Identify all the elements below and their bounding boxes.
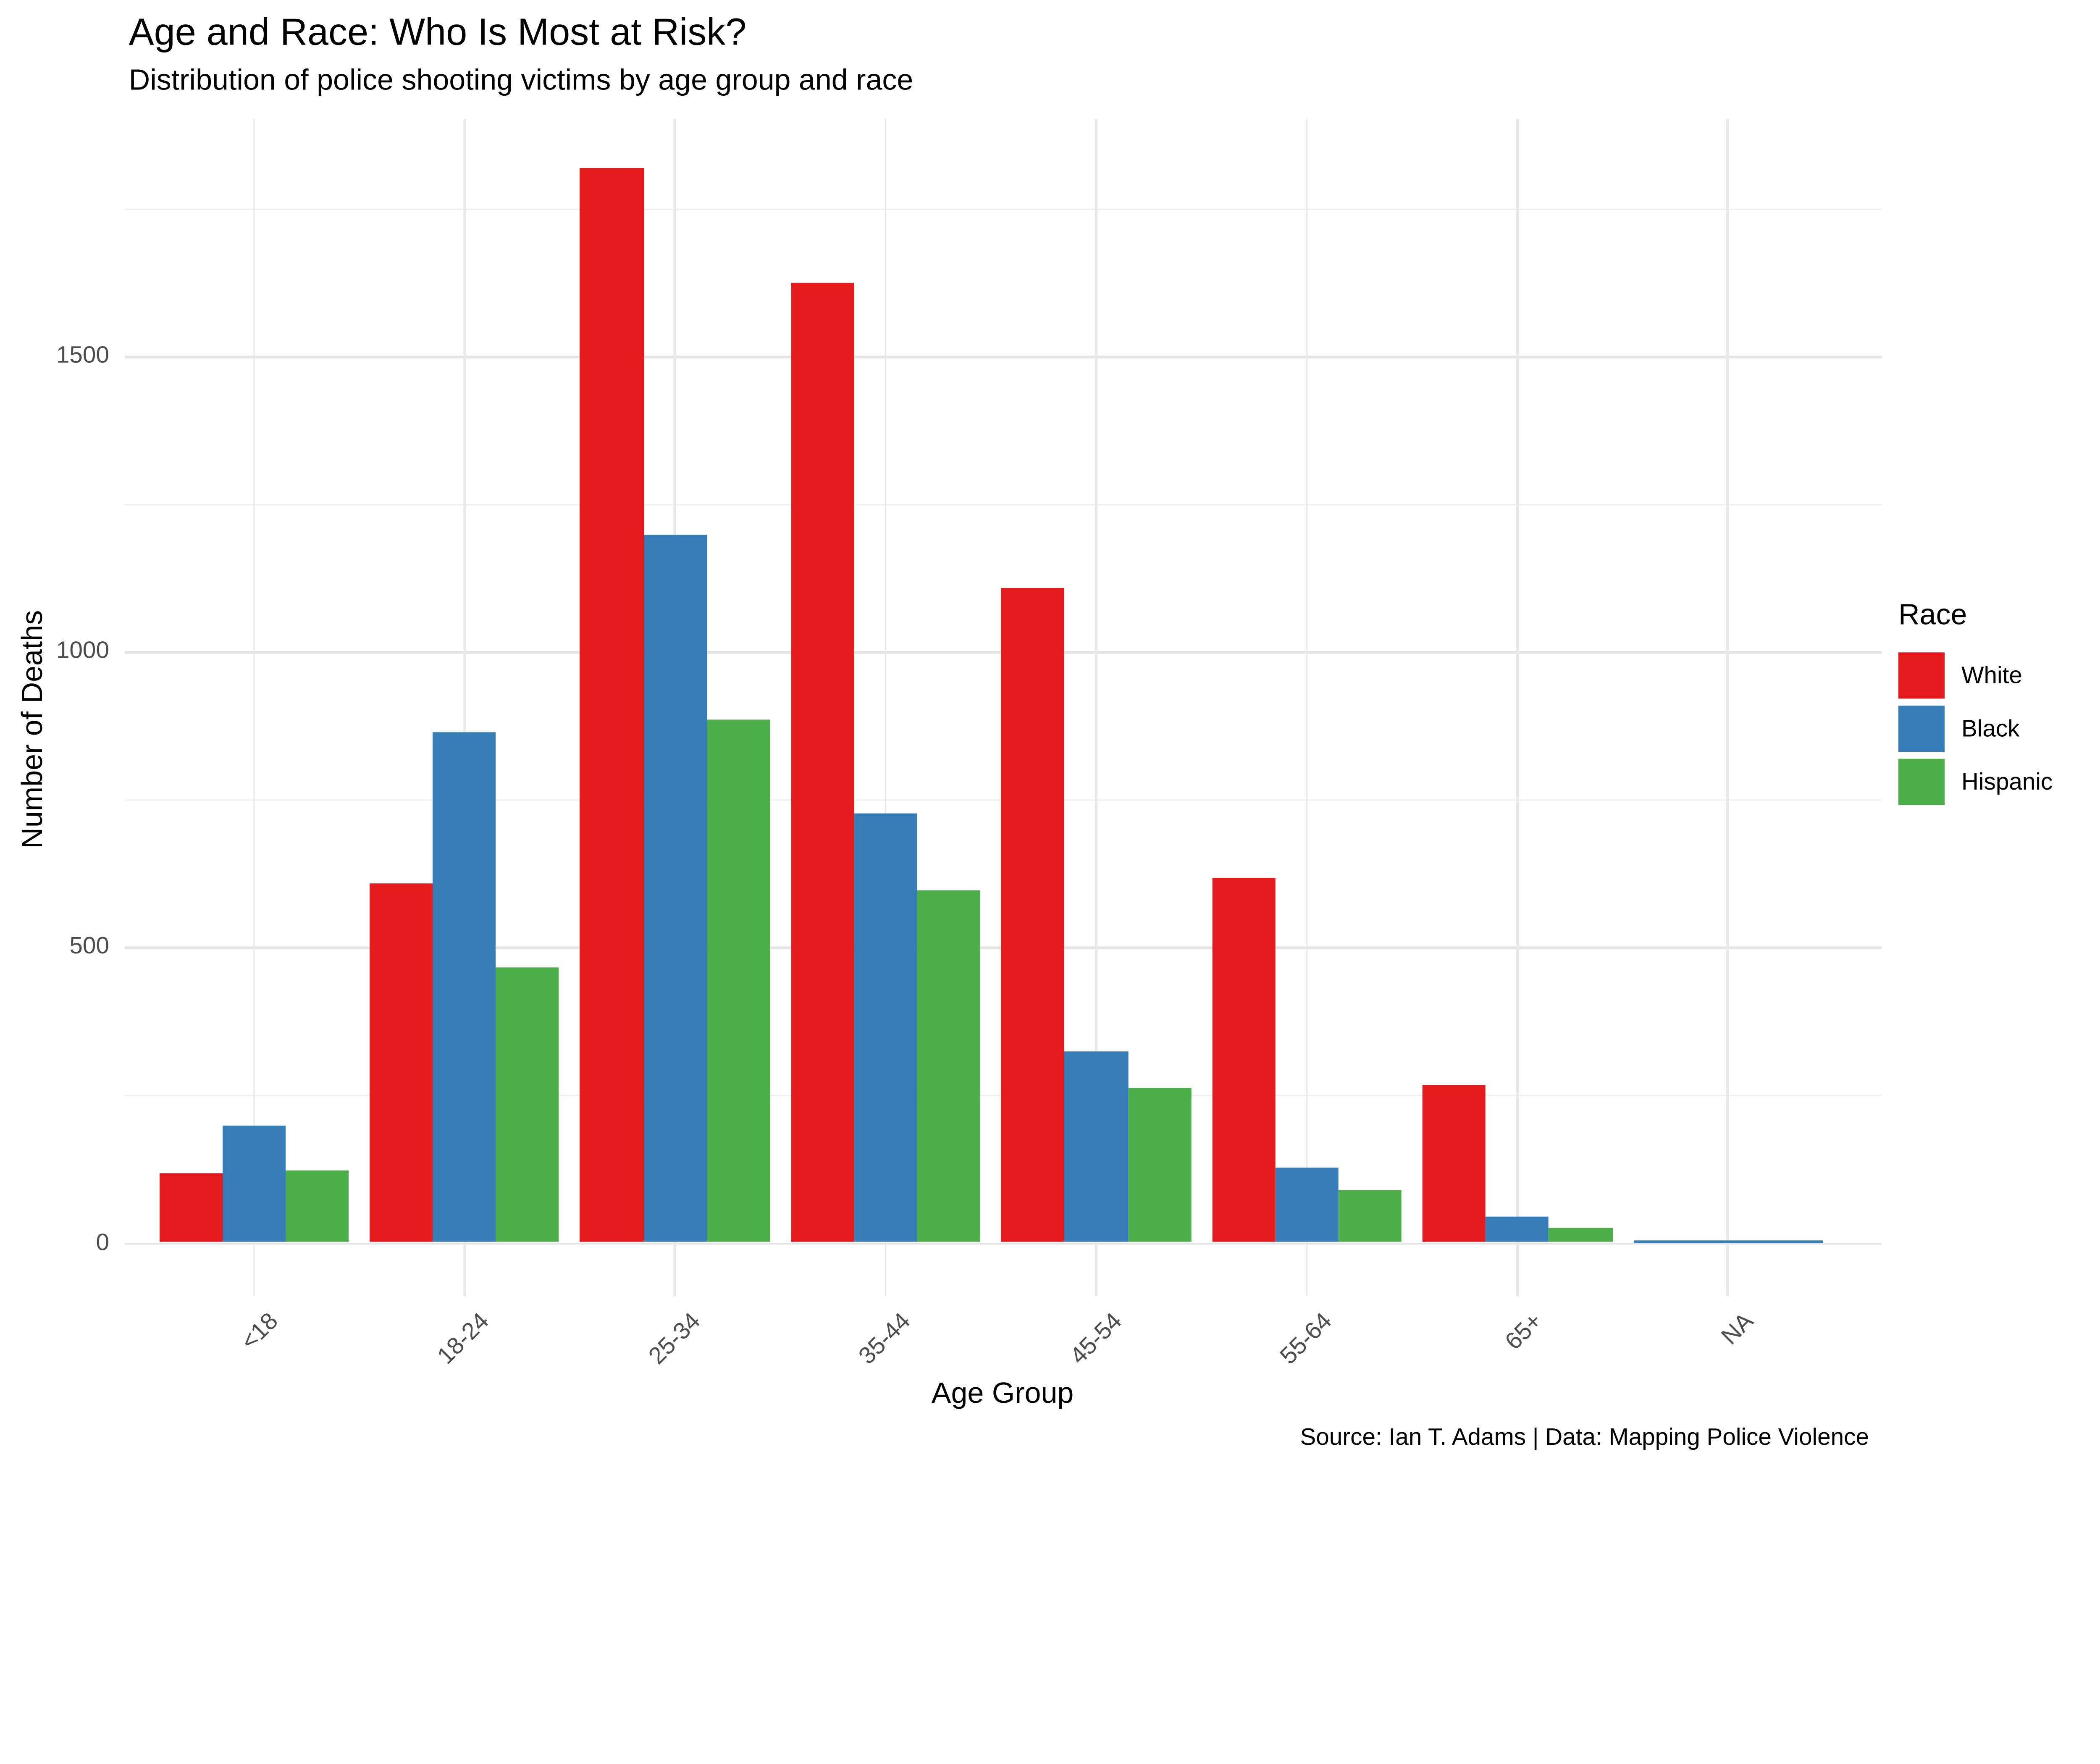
x-tick-label-18-24: 18-24 — [432, 1307, 495, 1370]
bar-25-34-hispanic — [706, 719, 770, 1243]
bar-<18-white — [159, 1173, 223, 1243]
bar-55-64-hispanic — [1338, 1189, 1402, 1243]
gridline-x-65+ — [1516, 119, 1519, 1296]
legend-item-black: Black — [1898, 706, 2053, 752]
bar-<18-black — [222, 1126, 286, 1243]
chart-subtitle: Distribution of police shooting victims … — [129, 64, 914, 97]
chart-title: Age and Race: Who Is Most at Risk? — [129, 11, 747, 53]
x-tick-label-25-34: 25-34 — [643, 1307, 705, 1370]
legend-item-label: White — [1961, 662, 2022, 688]
y-tick-label-500: 500 — [69, 933, 109, 960]
y-axis-title: Number of Deaths — [17, 610, 49, 849]
bar-35-44-hispanic — [917, 890, 981, 1243]
x-axis-title: Age Group — [931, 1378, 1074, 1410]
x-tick-label-NA: NA — [1716, 1307, 1758, 1350]
plot-root: Age and Race: Who Is Most at Risk? Distr… — [17, 11, 2053, 1451]
gridline-x-<18 — [252, 119, 255, 1296]
gridline-minor-y1750 — [124, 208, 1881, 210]
bar-NA-black — [1633, 1239, 1823, 1243]
x-tick-label-35-44: 35-44 — [853, 1307, 916, 1370]
bar-45-54-black — [1064, 1051, 1128, 1243]
bar-55-64-white — [1212, 878, 1276, 1243]
legend-items: White Black Hispanic — [1898, 652, 2053, 805]
bar-18-24-white — [369, 884, 433, 1243]
legend-key-hispanic — [1898, 759, 1945, 805]
bar-65+-black — [1486, 1217, 1549, 1243]
gridline-x-45-54 — [1095, 119, 1097, 1296]
x-tick-label-<18: <18 — [236, 1307, 284, 1355]
bar-25-34-black — [643, 534, 707, 1243]
plot-panel — [124, 119, 1881, 1296]
x-tick-label-65+: 65+ — [1500, 1307, 1548, 1355]
bar-65+-white — [1422, 1084, 1486, 1243]
y-tick-label-0: 0 — [96, 1228, 109, 1255]
gridline-major-y0 — [124, 1242, 1881, 1245]
x-tick-label-45-54: 45-54 — [1064, 1307, 1126, 1370]
bar-55-64-black — [1275, 1167, 1339, 1243]
bar-65+-hispanic — [1549, 1228, 1612, 1243]
bar-<18-hispanic — [285, 1170, 349, 1243]
x-tick-label-55-64: 55-64 — [1275, 1307, 1337, 1370]
legend-key-white — [1898, 652, 1945, 699]
gridline-x-35-44 — [884, 119, 887, 1296]
legend: Race White Black Hispanic — [1898, 599, 2053, 812]
legend-item-white: White — [1898, 652, 2053, 699]
y-tick-label-1500: 1500 — [56, 342, 109, 369]
gridline-minor-y1250 — [124, 504, 1881, 506]
gridline-x-55-64 — [1305, 119, 1308, 1296]
legend-item-label: Hispanic — [1961, 768, 2053, 795]
legend-title: Race — [1898, 599, 1967, 632]
legend-key-black — [1898, 706, 1945, 752]
gridline-x-NA — [1727, 119, 1729, 1296]
bar-35-44-black — [854, 813, 917, 1243]
gridline-x-18-24 — [463, 119, 466, 1296]
legend-item-hispanic: Hispanic — [1898, 759, 2053, 805]
gridline-major-y1500 — [124, 356, 1881, 359]
bar-25-34-white — [580, 168, 643, 1243]
bar-45-54-white — [1001, 588, 1065, 1243]
bar-18-24-hispanic — [496, 967, 559, 1243]
chart-caption: Source: Ian T. Adams | Data: Mapping Pol… — [1300, 1424, 1869, 1451]
y-tick-label-1000: 1000 — [56, 637, 109, 664]
bar-18-24-black — [433, 732, 496, 1243]
bar-35-44-white — [790, 283, 854, 1243]
legend-item-label: Black — [1961, 714, 2020, 741]
bar-45-54-hispanic — [1128, 1087, 1191, 1243]
